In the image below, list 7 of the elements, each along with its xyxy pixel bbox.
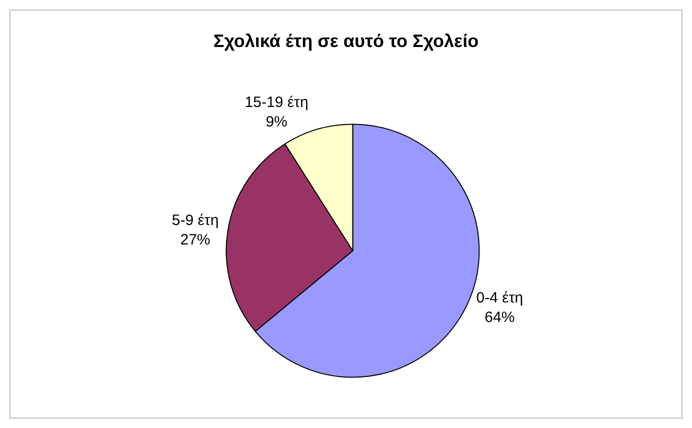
data-label: 9% bbox=[266, 114, 288, 131]
slice-label: 5-9 έτη bbox=[172, 212, 219, 230]
data-label: 27% bbox=[180, 232, 210, 249]
slice-label: 0-4 έτη bbox=[476, 290, 524, 307]
data-label: 64% bbox=[484, 309, 515, 326]
slice-label: 15-19 έτη bbox=[244, 94, 308, 112]
chart-title: Σχολικά έτη σε αυτό το Σχολείο bbox=[213, 30, 479, 51]
